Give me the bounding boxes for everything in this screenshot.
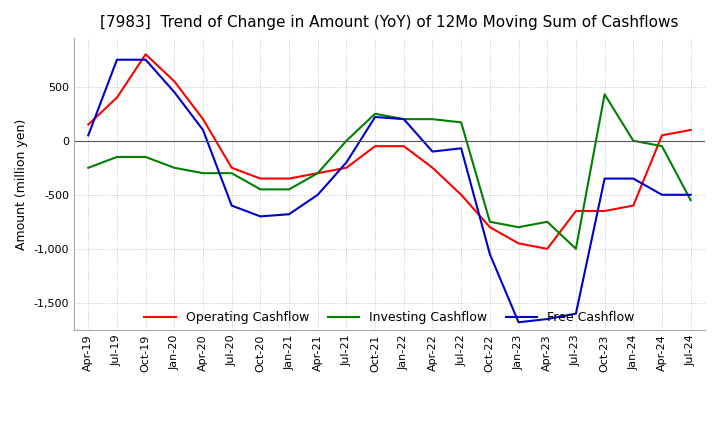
Operating Cashflow	[313, 171, 322, 176]
Operating Cashflow	[514, 241, 523, 246]
Operating Cashflow	[228, 165, 236, 170]
Free Cashflow	[485, 252, 494, 257]
Operating Cashflow	[141, 51, 150, 57]
Investing Cashflow	[84, 165, 93, 170]
Investing Cashflow	[199, 171, 207, 176]
Free Cashflow	[84, 133, 93, 138]
Investing Cashflow	[112, 154, 121, 160]
Free Cashflow	[400, 117, 408, 122]
Investing Cashflow	[629, 138, 638, 143]
Y-axis label: Amount (million yen): Amount (million yen)	[15, 118, 28, 249]
Operating Cashflow	[84, 122, 93, 127]
Free Cashflow	[199, 127, 207, 132]
Investing Cashflow	[572, 246, 580, 251]
Free Cashflow	[284, 212, 293, 217]
Investing Cashflow	[428, 117, 437, 122]
Operating Cashflow	[543, 246, 552, 251]
Operating Cashflow	[170, 79, 179, 84]
Investing Cashflow	[686, 198, 695, 203]
Investing Cashflow	[170, 165, 179, 170]
Operating Cashflow	[199, 117, 207, 122]
Investing Cashflow	[141, 154, 150, 160]
Investing Cashflow	[457, 120, 466, 125]
Investing Cashflow	[514, 224, 523, 230]
Investing Cashflow	[657, 143, 666, 149]
Free Cashflow	[514, 319, 523, 325]
Operating Cashflow	[400, 143, 408, 149]
Investing Cashflow	[600, 92, 609, 97]
Free Cashflow	[112, 57, 121, 62]
Free Cashflow	[228, 203, 236, 208]
Operating Cashflow	[371, 143, 379, 149]
Legend: Operating Cashflow, Investing Cashflow, Free Cashflow: Operating Cashflow, Investing Cashflow, …	[140, 306, 639, 330]
Operating Cashflow	[485, 224, 494, 230]
Free Cashflow	[572, 311, 580, 316]
Title: [7983]  Trend of Change in Amount (YoY) of 12Mo Moving Sum of Cashflows: [7983] Trend of Change in Amount (YoY) o…	[100, 15, 679, 30]
Operating Cashflow	[629, 203, 638, 208]
Investing Cashflow	[543, 219, 552, 224]
Operating Cashflow	[284, 176, 293, 181]
Free Cashflow	[457, 146, 466, 151]
Free Cashflow	[170, 89, 179, 95]
Operating Cashflow	[600, 209, 609, 214]
Free Cashflow	[543, 316, 552, 322]
Line: Investing Cashflow: Investing Cashflow	[89, 94, 690, 249]
Operating Cashflow	[572, 209, 580, 214]
Operating Cashflow	[112, 95, 121, 100]
Investing Cashflow	[256, 187, 265, 192]
Investing Cashflow	[313, 171, 322, 176]
Free Cashflow	[629, 176, 638, 181]
Line: Free Cashflow: Free Cashflow	[89, 60, 690, 322]
Free Cashflow	[371, 114, 379, 120]
Free Cashflow	[256, 214, 265, 219]
Free Cashflow	[657, 192, 666, 198]
Free Cashflow	[342, 160, 351, 165]
Free Cashflow	[313, 192, 322, 198]
Investing Cashflow	[400, 117, 408, 122]
Operating Cashflow	[342, 165, 351, 170]
Investing Cashflow	[284, 187, 293, 192]
Operating Cashflow	[428, 165, 437, 170]
Free Cashflow	[600, 176, 609, 181]
Investing Cashflow	[371, 111, 379, 117]
Operating Cashflow	[686, 127, 695, 132]
Free Cashflow	[686, 192, 695, 198]
Operating Cashflow	[256, 176, 265, 181]
Free Cashflow	[141, 57, 150, 62]
Investing Cashflow	[485, 219, 494, 224]
Line: Operating Cashflow: Operating Cashflow	[89, 54, 690, 249]
Operating Cashflow	[457, 192, 466, 198]
Operating Cashflow	[657, 133, 666, 138]
Investing Cashflow	[342, 138, 351, 143]
Investing Cashflow	[228, 171, 236, 176]
Free Cashflow	[428, 149, 437, 154]
